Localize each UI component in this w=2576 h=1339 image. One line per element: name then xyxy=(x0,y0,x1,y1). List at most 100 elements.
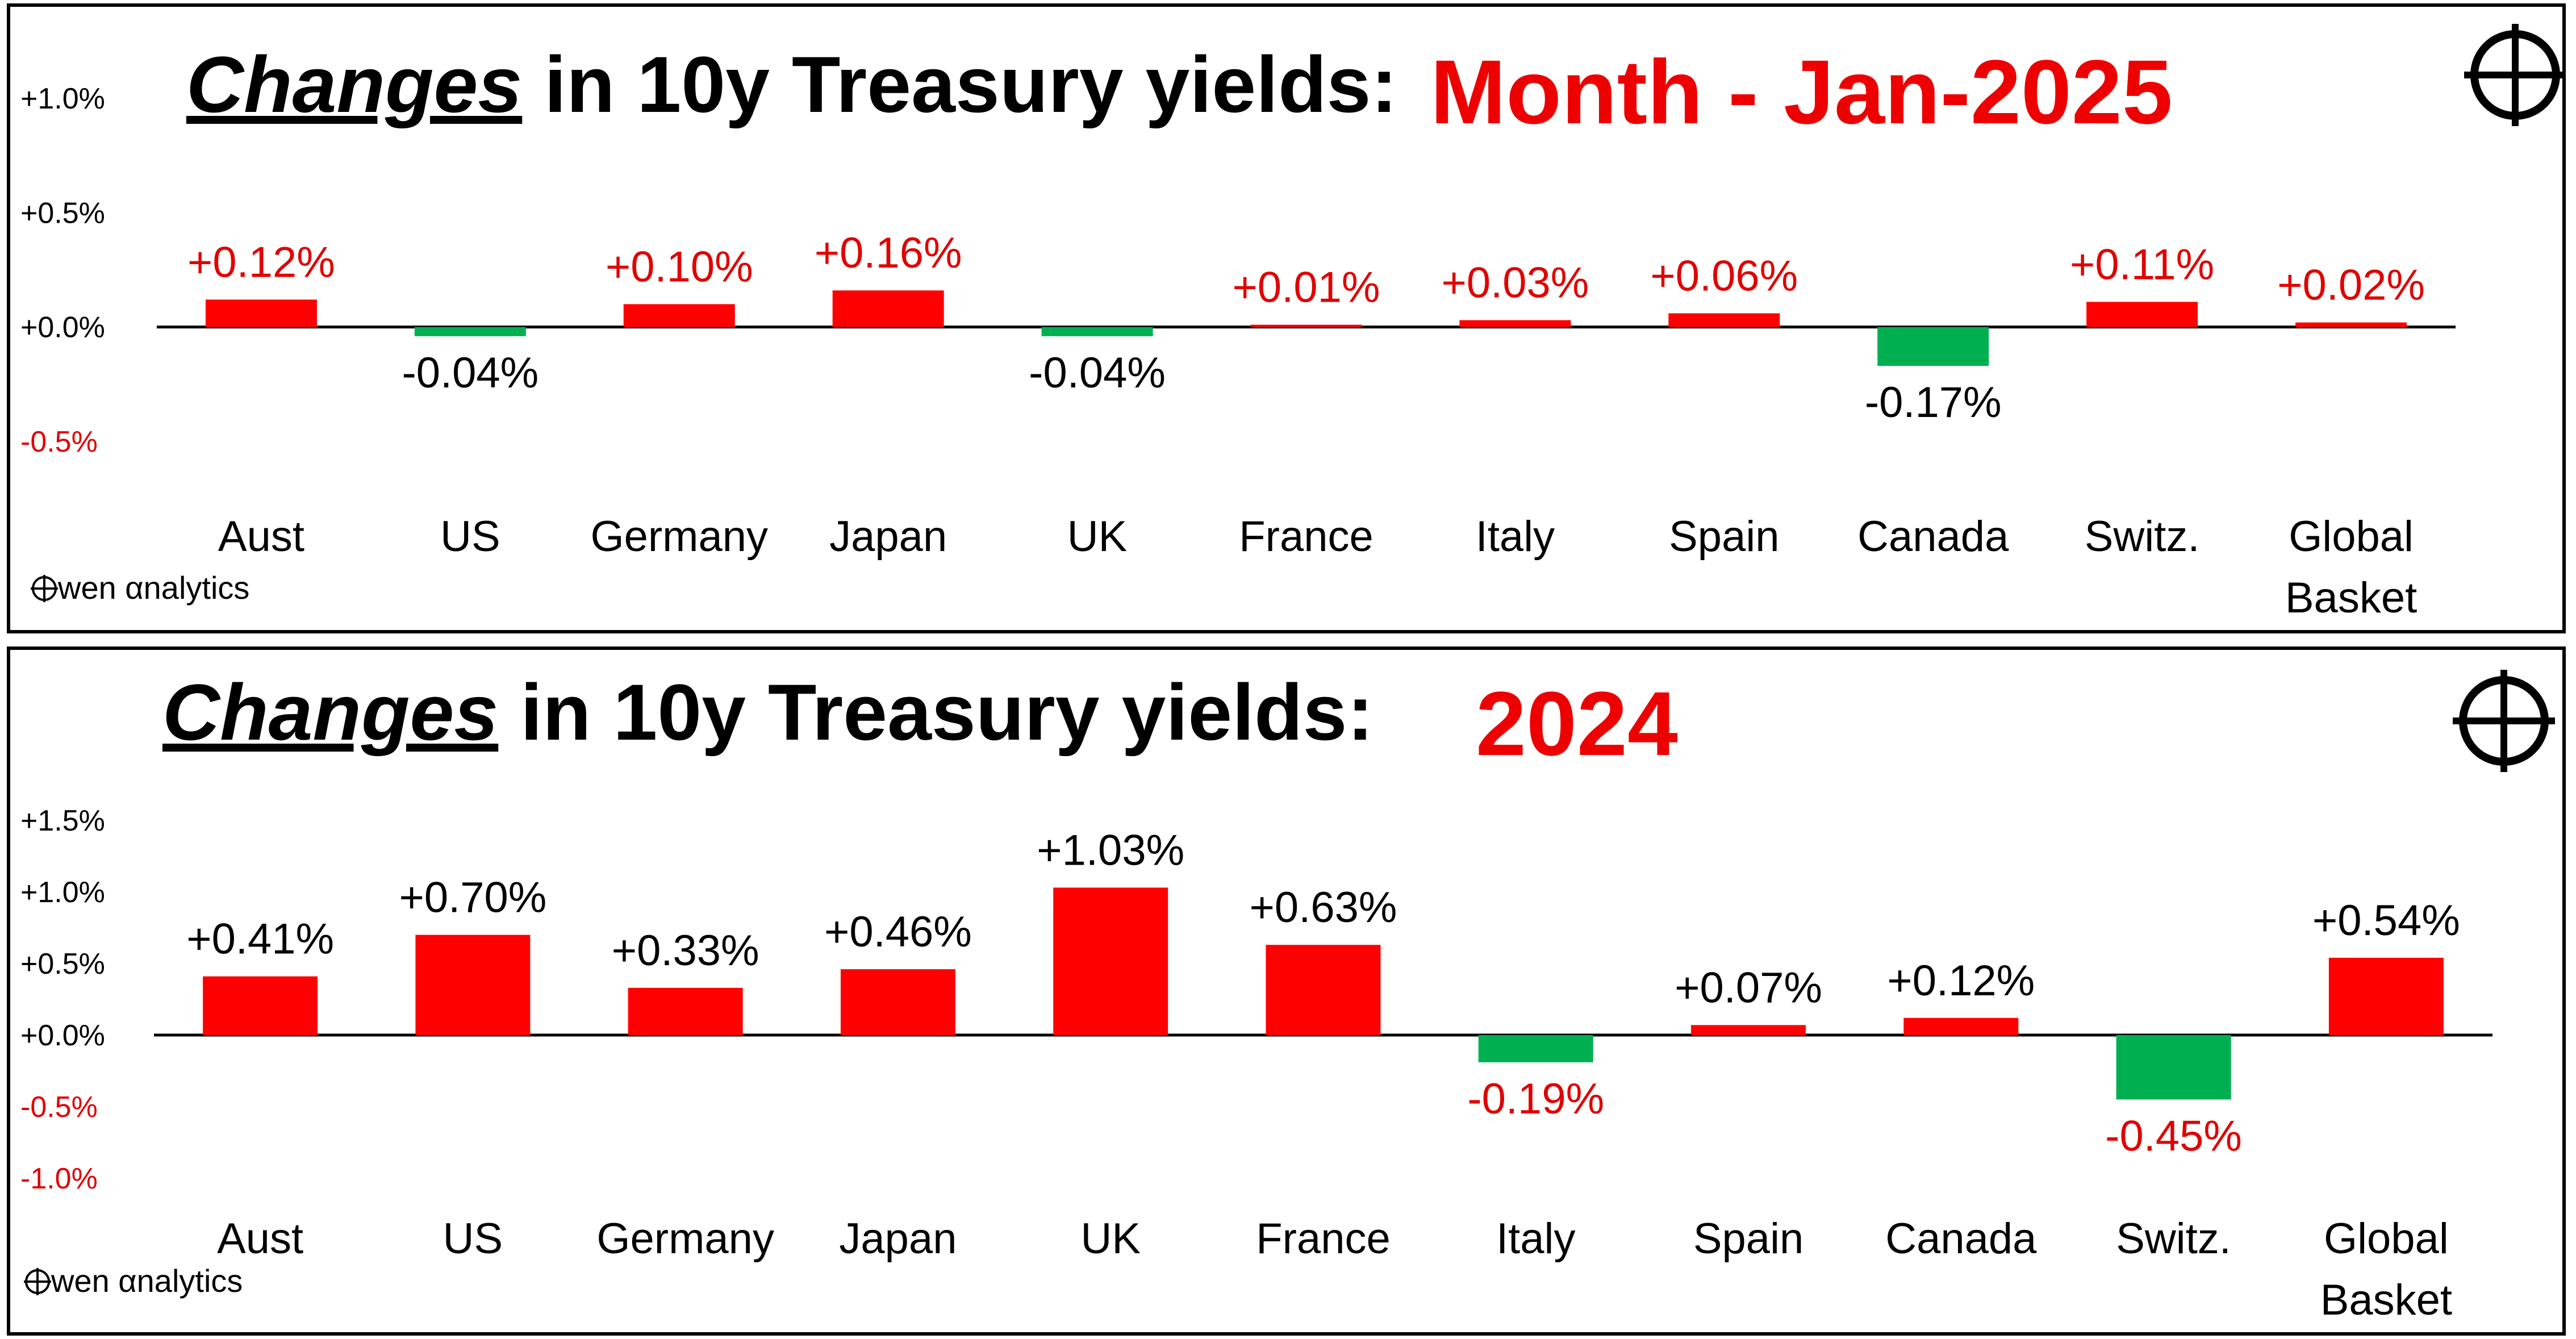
bar-italy xyxy=(1478,1035,1593,1062)
category-line: Italy xyxy=(1496,1215,1575,1263)
category-label-japan: Japan xyxy=(839,1215,957,1263)
brand-logo: wen αnalytics xyxy=(24,1263,243,1299)
category-label-switz: Switz. xyxy=(2085,512,2200,561)
bar-germany xyxy=(628,987,743,1035)
data-label-japan: +0.46% xyxy=(824,908,972,956)
data-label-germany: +0.10% xyxy=(606,243,753,291)
category-label-global-basket: Global Basket xyxy=(2285,512,2417,622)
category-label-switz: Switz. xyxy=(2116,1215,2231,1263)
bar-spain xyxy=(1691,1025,1806,1035)
category-label-france: France xyxy=(1256,1215,1391,1263)
category-label-spain: Spain xyxy=(1669,512,1779,561)
data-label-uk: +1.03% xyxy=(1037,826,1184,874)
chart-panel-month: Changes in 10y Treasury yields: Month - J… xyxy=(7,3,2566,633)
category-line: UK xyxy=(1067,512,1128,561)
data-label-france: +0.63% xyxy=(1250,883,1397,932)
chart-title: Changes in 10y Treasury yields: xyxy=(186,40,1397,129)
category-line: Japan xyxy=(839,1215,957,1263)
chart-title-emphasis: Changes xyxy=(186,40,522,129)
bar-canada xyxy=(1903,1017,2019,1035)
data-label-aust: +0.12% xyxy=(187,238,335,286)
y-tick-label: +0.0% xyxy=(20,1019,105,1052)
bar-japan xyxy=(832,290,944,327)
category-label-uk: UK xyxy=(1080,1215,1141,1263)
bar-germany xyxy=(623,304,735,327)
bar-france xyxy=(1266,945,1381,1035)
chart-svg-year: Changes in 10y Treasury yields: 2024 wen α… xyxy=(20,668,2555,1324)
chart-title: Changes in 10y Treasury yields: xyxy=(162,668,1373,757)
category-label-spain: Spain xyxy=(1693,1215,1803,1263)
chart-title-rest: in 10y Treasury yields: xyxy=(522,40,1397,129)
category-line: Basket xyxy=(2320,1276,2452,1324)
data-label-canada: +0.12% xyxy=(1887,957,2035,1005)
category-label-france: France xyxy=(1239,512,1373,561)
brand-text: wen αnalytics xyxy=(51,1263,243,1299)
period-label: Month - Jan-2025 xyxy=(1430,41,2173,143)
bar-global-basket xyxy=(2328,957,2444,1035)
category-line: Global xyxy=(2289,512,2414,561)
category-line: Germany xyxy=(590,512,768,561)
category-line: Japan xyxy=(829,512,947,561)
category-line: UK xyxy=(1080,1215,1141,1263)
chart-title-text: Changes in 10y Treasury yields: xyxy=(162,668,1373,757)
category-label-global-basket: Global Basket xyxy=(2320,1215,2452,1324)
data-label-global-basket: +0.54% xyxy=(2312,896,2460,945)
y-tick-label: +0.5% xyxy=(20,197,105,230)
y-tick-label: +1.5% xyxy=(20,804,105,837)
y-tick-label: +0.5% xyxy=(20,948,105,981)
category-label-aust: Aust xyxy=(218,512,304,561)
category-line: Spain xyxy=(1669,512,1779,561)
period-label: 2024 xyxy=(1476,673,1678,774)
data-label-japan: +0.16% xyxy=(815,229,962,277)
bar-spain xyxy=(1668,313,1780,327)
category-label-canada: Canada xyxy=(1857,512,2009,561)
data-label-france: +0.01% xyxy=(1233,264,1380,312)
chart-title-rest: in 10y Treasury yields: xyxy=(498,668,1373,757)
data-label-germany: +0.33% xyxy=(612,927,759,975)
bar-japan xyxy=(840,969,955,1035)
category-line: Switz. xyxy=(2116,1215,2231,1263)
bar-us xyxy=(414,327,526,336)
bar-uk xyxy=(1041,327,1153,336)
bar-aust xyxy=(203,976,318,1035)
bar-italy xyxy=(1459,320,1571,327)
data-label-italy: -0.19% xyxy=(1467,1075,1604,1123)
data-label-italy: +0.03% xyxy=(1441,259,1589,307)
data-label-us: -0.04% xyxy=(402,349,538,397)
chart-title-text: Changes in 10y Treasury yields: xyxy=(186,40,1397,129)
category-line: Canada xyxy=(1857,512,2009,561)
category-line: US xyxy=(443,1215,503,1263)
y-tick-label: +1.0% xyxy=(20,82,105,115)
category-line: Aust xyxy=(217,1215,303,1263)
category-label-us: US xyxy=(440,512,500,561)
bar-canada xyxy=(1877,327,1989,366)
y-tick-label: -0.5% xyxy=(20,426,98,458)
category-label-germany: Germany xyxy=(590,512,768,561)
category-label-canada: Canada xyxy=(1885,1215,2037,1263)
data-label-uk: -0.04% xyxy=(1029,349,1166,397)
category-label-aust: Aust xyxy=(217,1215,303,1263)
y-tick-label: -0.5% xyxy=(20,1091,98,1124)
category-line: Germany xyxy=(596,1215,774,1263)
data-label-spain: +0.06% xyxy=(1650,252,1798,301)
crosshair-icon xyxy=(2464,24,2562,126)
category-label-uk: UK xyxy=(1067,512,1128,561)
chart-svg-month: Changes in 10y Treasury yields: Month - J… xyxy=(20,24,2562,622)
category-line: France xyxy=(1239,512,1373,561)
category-line: Italy xyxy=(1476,512,1555,561)
brand-logo: wen αnalytics xyxy=(31,570,249,606)
category-label-italy: Italy xyxy=(1476,512,1555,561)
data-label-switz: +0.11% xyxy=(2070,240,2214,289)
bar-uk xyxy=(1053,887,1168,1035)
y-tick-label: -1.0% xyxy=(20,1162,98,1195)
bar-france xyxy=(1250,324,1362,327)
category-line: Basket xyxy=(2285,574,2417,622)
bar-global-basket xyxy=(2295,322,2407,327)
data-label-global-basket: +0.02% xyxy=(2277,261,2425,310)
bar-aust xyxy=(205,299,317,327)
bar-switz xyxy=(2086,302,2198,327)
category-line: Switz. xyxy=(2085,512,2200,561)
chart-panel-year: Changes in 10y Treasury yields: 2024 wen α… xyxy=(7,646,2566,1336)
crosshair-icon xyxy=(2453,670,2555,772)
category-line: France xyxy=(1256,1215,1391,1263)
